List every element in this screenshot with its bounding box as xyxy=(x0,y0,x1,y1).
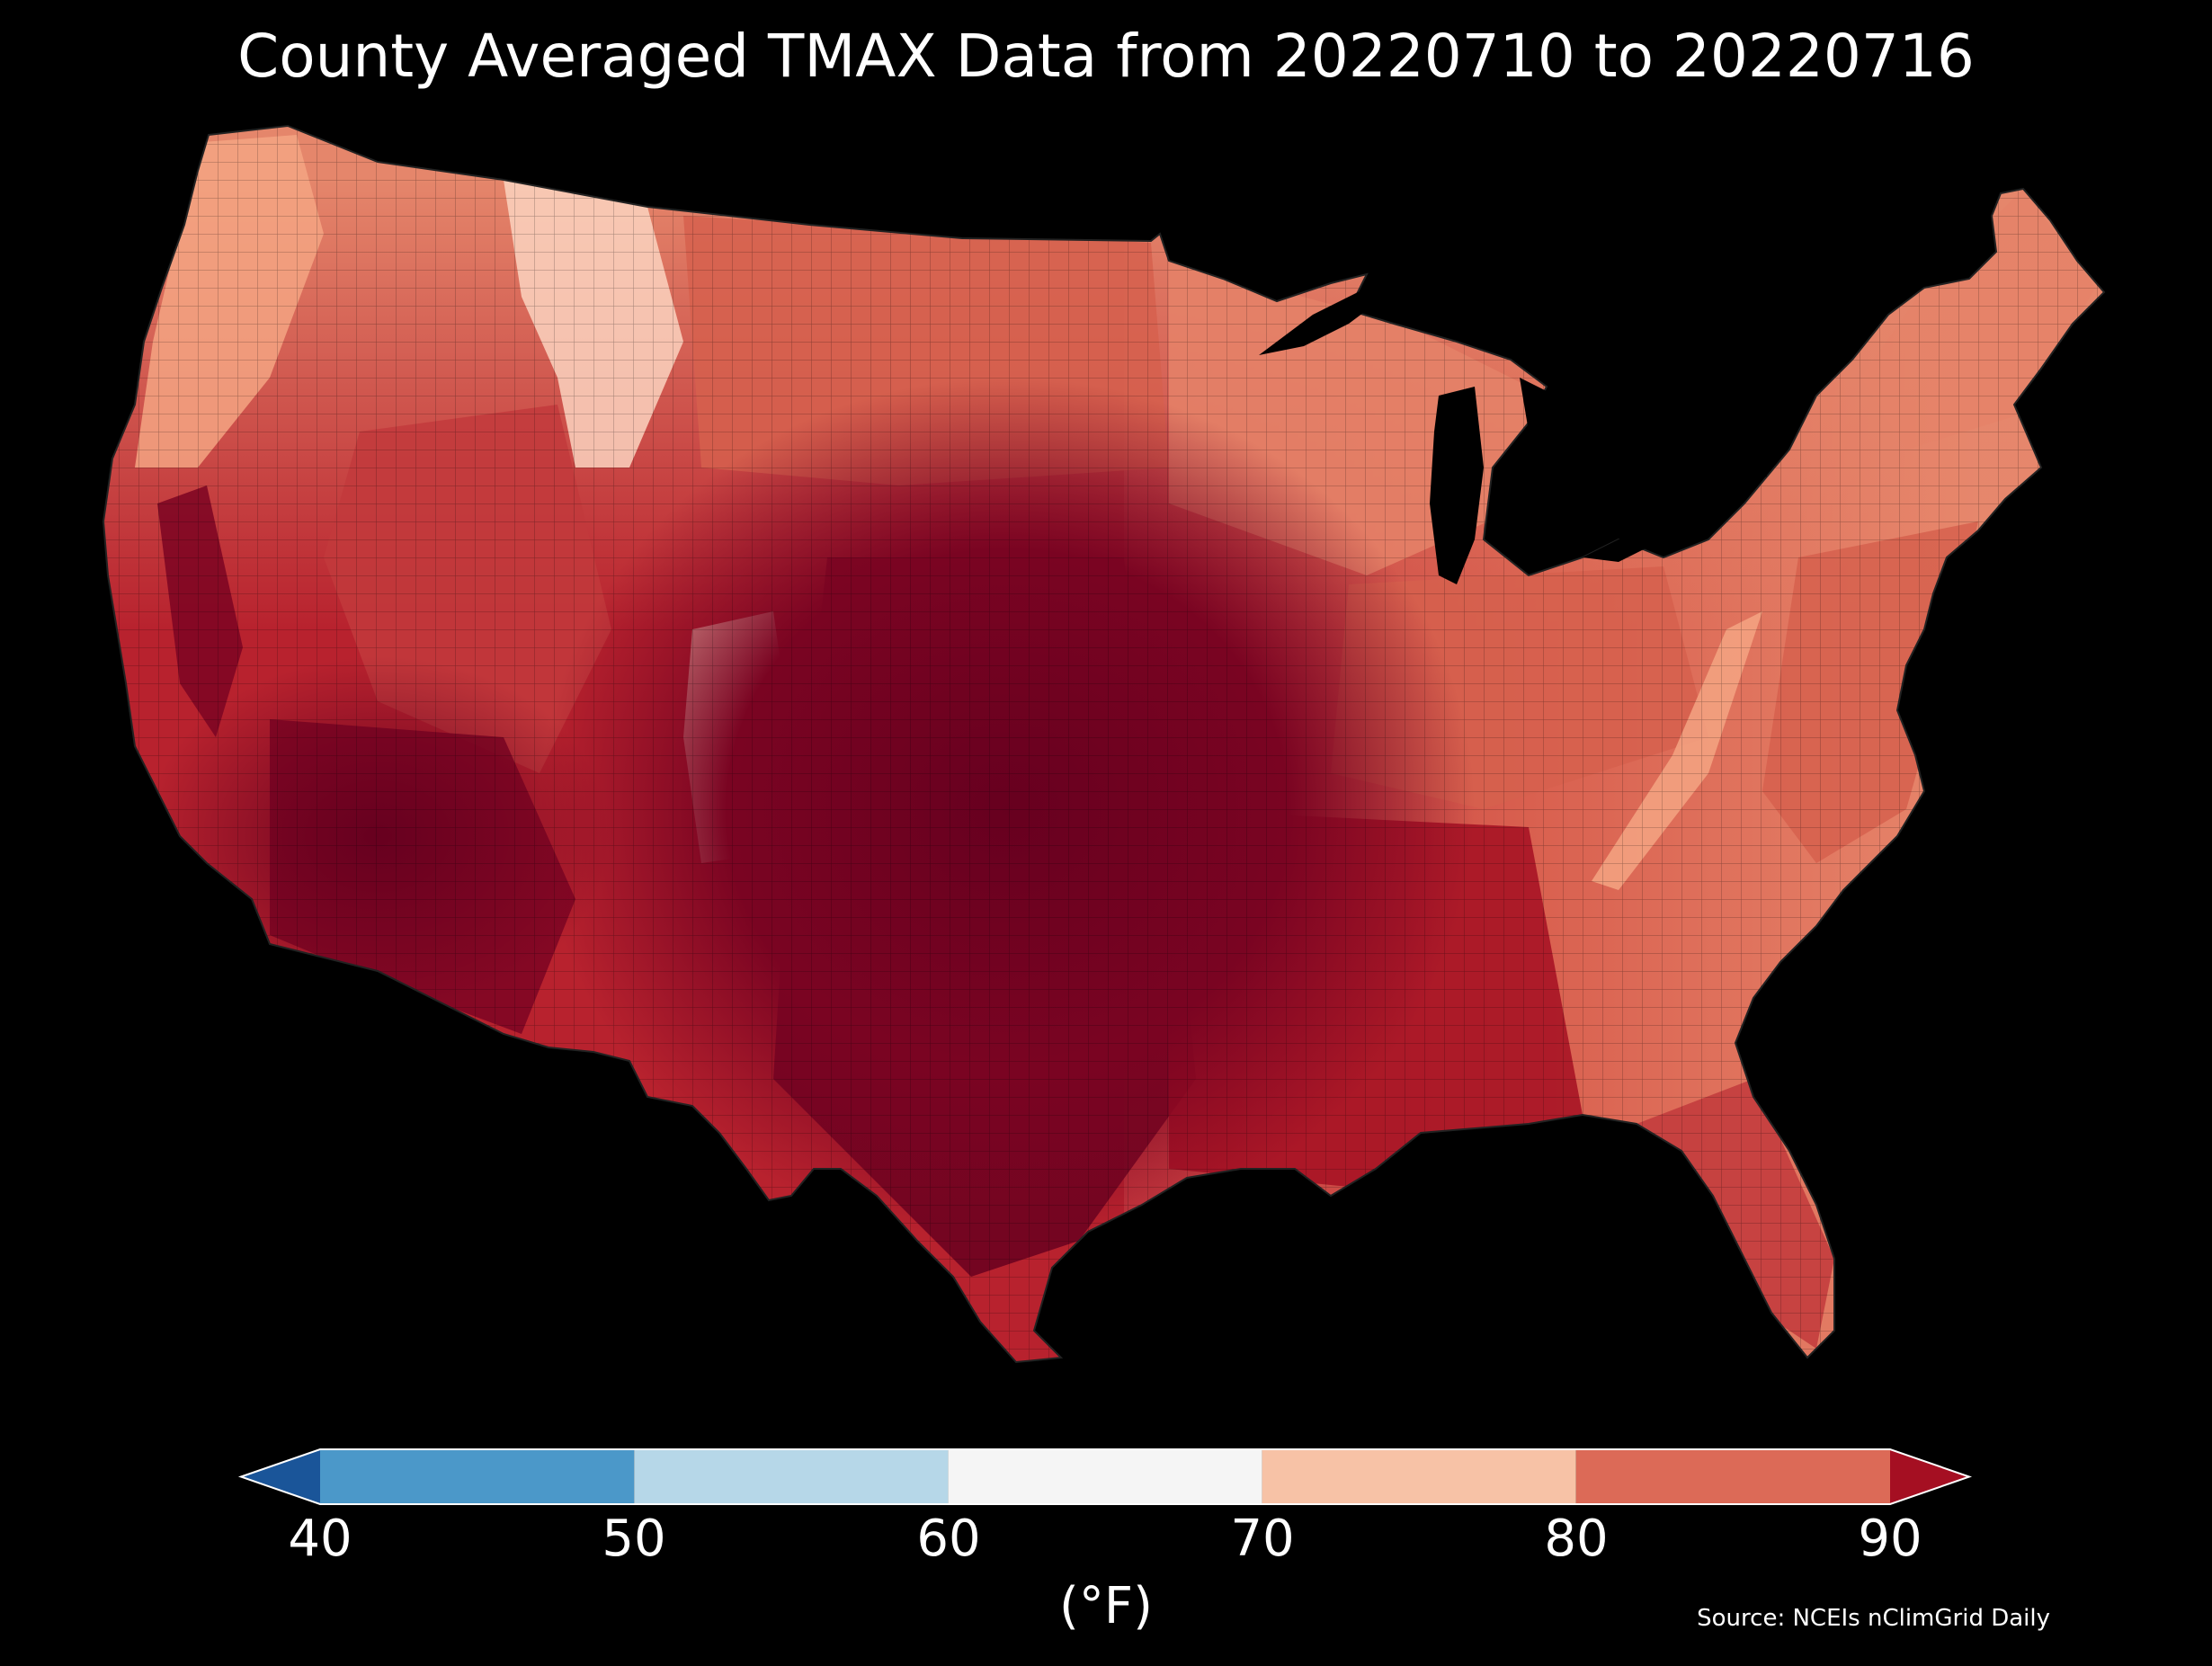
colorbar-unit-label: (°F) xyxy=(1059,1577,1153,1635)
lake-huron xyxy=(1520,378,1574,477)
colorbar-tick-40: 40 xyxy=(288,1510,352,1568)
colorbar-tick-70: 70 xyxy=(1230,1510,1295,1568)
colorbar-extend-high xyxy=(1890,1449,1969,1504)
source-credit: Source: NCEIs nClimGrid Daily xyxy=(1697,1605,2050,1632)
colorbar-bin-80-90 xyxy=(1575,1449,1890,1504)
colorbar-bin-50-60 xyxy=(634,1449,949,1504)
colorbar-extend-low xyxy=(241,1449,320,1504)
colorbar-tick-80: 80 xyxy=(1544,1510,1609,1568)
colorbar-tick-90: 90 xyxy=(1858,1510,1922,1568)
colorbar-bin-70-80 xyxy=(1262,1449,1576,1504)
lake-michigan xyxy=(1430,387,1484,584)
colorbar-bin-40-50 xyxy=(320,1449,635,1504)
colorbar-tick-50: 50 xyxy=(602,1510,666,1568)
lake-ontario xyxy=(1699,463,1767,490)
great-lakes xyxy=(1259,288,1767,584)
colorbar-tick-60: 60 xyxy=(916,1510,981,1568)
map-title: County Averaged TMAX Data from 20220710 … xyxy=(237,22,1975,91)
lake-erie xyxy=(1583,517,1690,562)
lake-superior xyxy=(1259,288,1385,355)
colorbar-outline xyxy=(237,1448,1973,1505)
colorbar-bin-60-70 xyxy=(948,1449,1262,1504)
